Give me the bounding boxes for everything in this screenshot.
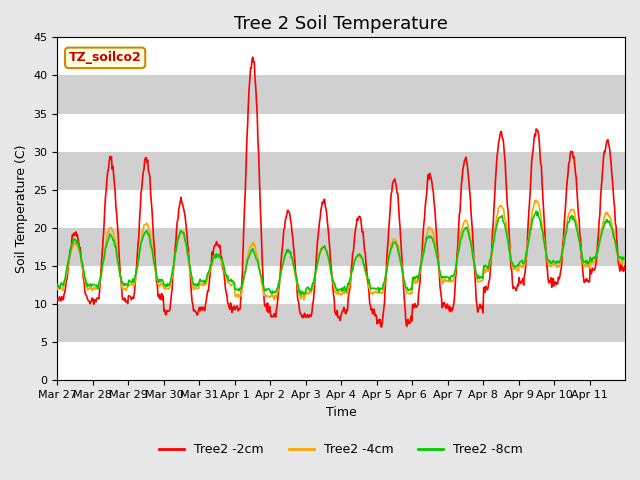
Bar [58, 114, 625, 152]
Text: TZ_soilco2: TZ_soilco2 [68, 51, 141, 64]
Title: Tree 2 Soil Temperature: Tree 2 Soil Temperature [234, 15, 448, 33]
Bar [58, 37, 625, 75]
Legend: Tree2 -2cm, Tree2 -4cm, Tree2 -8cm: Tree2 -2cm, Tree2 -4cm, Tree2 -8cm [154, 438, 528, 461]
Bar [58, 342, 625, 380]
Y-axis label: Soil Temperature (C): Soil Temperature (C) [15, 144, 28, 273]
X-axis label: Time: Time [326, 406, 356, 419]
Bar [58, 190, 625, 228]
Bar [58, 266, 625, 304]
